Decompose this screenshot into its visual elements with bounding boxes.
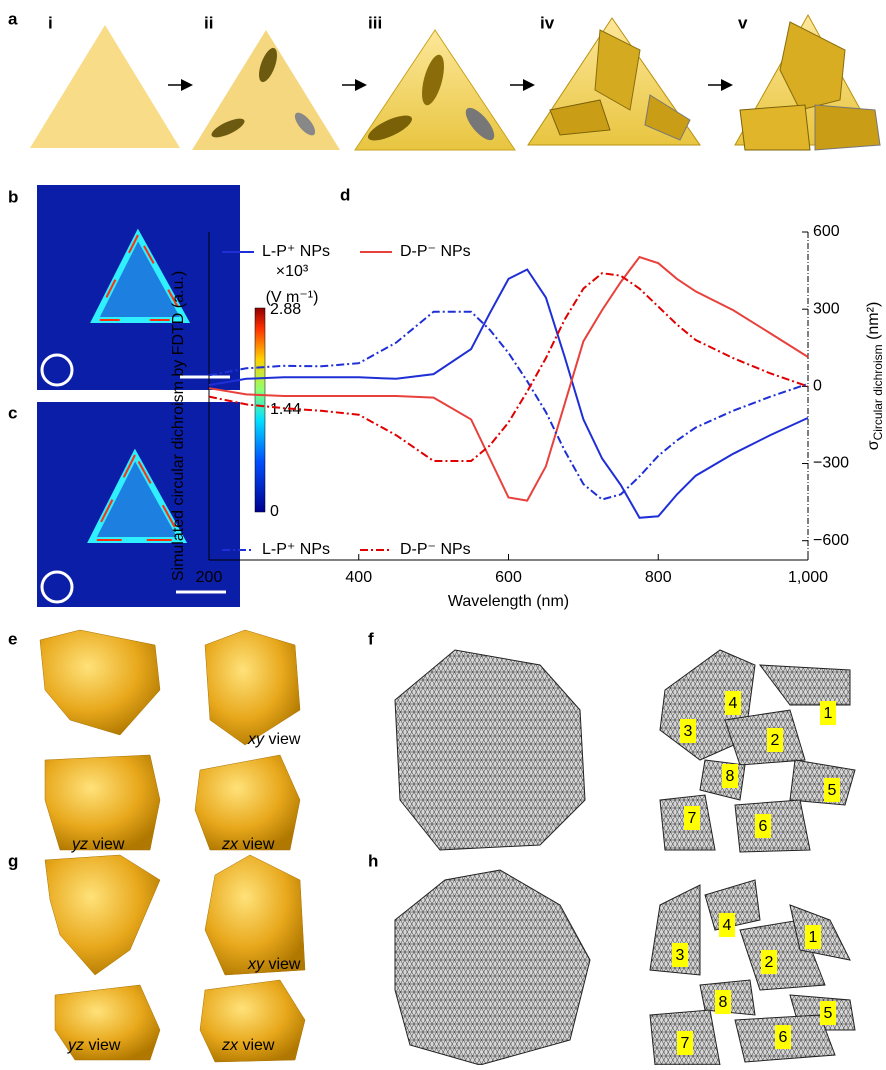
view-label: xy view — [247, 731, 301, 748]
panel-label: f — [368, 629, 374, 648]
colorbar-tick: 2.88 — [270, 301, 301, 318]
legend-label: L-P⁺ NPs — [262, 541, 330, 558]
x-tick-label: 800 — [645, 569, 672, 586]
panel-label: c — [8, 403, 17, 422]
view-label: xy view — [247, 956, 301, 973]
part-number: 1 — [824, 705, 833, 722]
part-number: 3 — [684, 723, 693, 740]
x-tick-label: 600 — [495, 569, 522, 586]
part-number: 2 — [771, 732, 780, 749]
view-label: yz view — [71, 836, 125, 853]
step-label: v — [738, 13, 748, 32]
x-tick-label: 1,000 — [788, 569, 828, 586]
colorbar-tick: 0 — [270, 503, 279, 520]
y2-tick-label: 0 — [813, 378, 822, 395]
view-label: yz view — [67, 1037, 121, 1054]
step-label: ii — [204, 13, 213, 32]
y-axis-label: Simulated circular dichroism by FDTD (a.… — [170, 271, 187, 581]
part-number: 4 — [723, 917, 732, 934]
part-number: 8 — [719, 994, 728, 1011]
panel-label: a — [8, 9, 18, 28]
y2-tick-label: 300 — [813, 300, 840, 317]
part-number: 1 — [809, 929, 818, 946]
y2-axis-label-part: σ — [865, 440, 882, 450]
colorbar-tick: 1.44 — [270, 401, 301, 418]
part-number: 5 — [828, 782, 837, 799]
part-number: 5 — [824, 1005, 833, 1022]
part-number: 3 — [676, 947, 685, 964]
panel-label: d — [340, 185, 350, 204]
panel-label: e — [8, 629, 17, 648]
growth-illustration — [30, 15, 880, 150]
y2-axis-label: σCircular dichroism (nm²) — [865, 302, 885, 451]
panel-label: b — [8, 187, 18, 206]
step-label: iii — [368, 13, 382, 32]
field-maps — [37, 185, 265, 607]
panel-label: g — [8, 851, 18, 870]
step-labels: i ii iii iv v — [48, 13, 748, 32]
y2-tick-label: −300 — [813, 455, 849, 472]
x-tick-label: 200 — [196, 569, 223, 586]
view-label: zx view — [221, 1037, 275, 1054]
y2-tick-label: −600 — [813, 532, 849, 549]
mesh-models — [395, 650, 855, 1065]
part-number: 7 — [681, 1035, 690, 1052]
part-number: 2 — [765, 954, 774, 971]
part-number: 7 — [688, 810, 697, 827]
step-label: iv — [540, 13, 555, 32]
part-number: 6 — [759, 818, 768, 835]
y2-axis-label-part: Circular dichroism — [871, 344, 885, 440]
step-label: i — [48, 13, 53, 32]
y2-axis-label-part: (nm²) — [865, 302, 882, 345]
figure: a i ii iii iv v b c ×10³ (V m⁻¹) 2.88 1.… — [0, 0, 886, 1065]
legend-label: D-P⁻ NPs — [400, 541, 471, 558]
part-number: 6 — [779, 1029, 788, 1046]
legend-label: D-P⁻ NPs — [400, 243, 471, 260]
part-number: 8 — [726, 768, 735, 785]
panel-label: h — [368, 851, 378, 870]
x-axis-label: Wavelength (nm) — [448, 593, 569, 610]
colorbar-unit: ×10³ — [276, 263, 309, 280]
y2-tick-label: 600 — [813, 223, 840, 240]
x-tick-label: 400 — [345, 569, 372, 586]
view-label: zx view — [221, 836, 275, 853]
part-number: 4 — [729, 695, 738, 712]
legend-label: L-P⁺ NPs — [262, 243, 330, 260]
